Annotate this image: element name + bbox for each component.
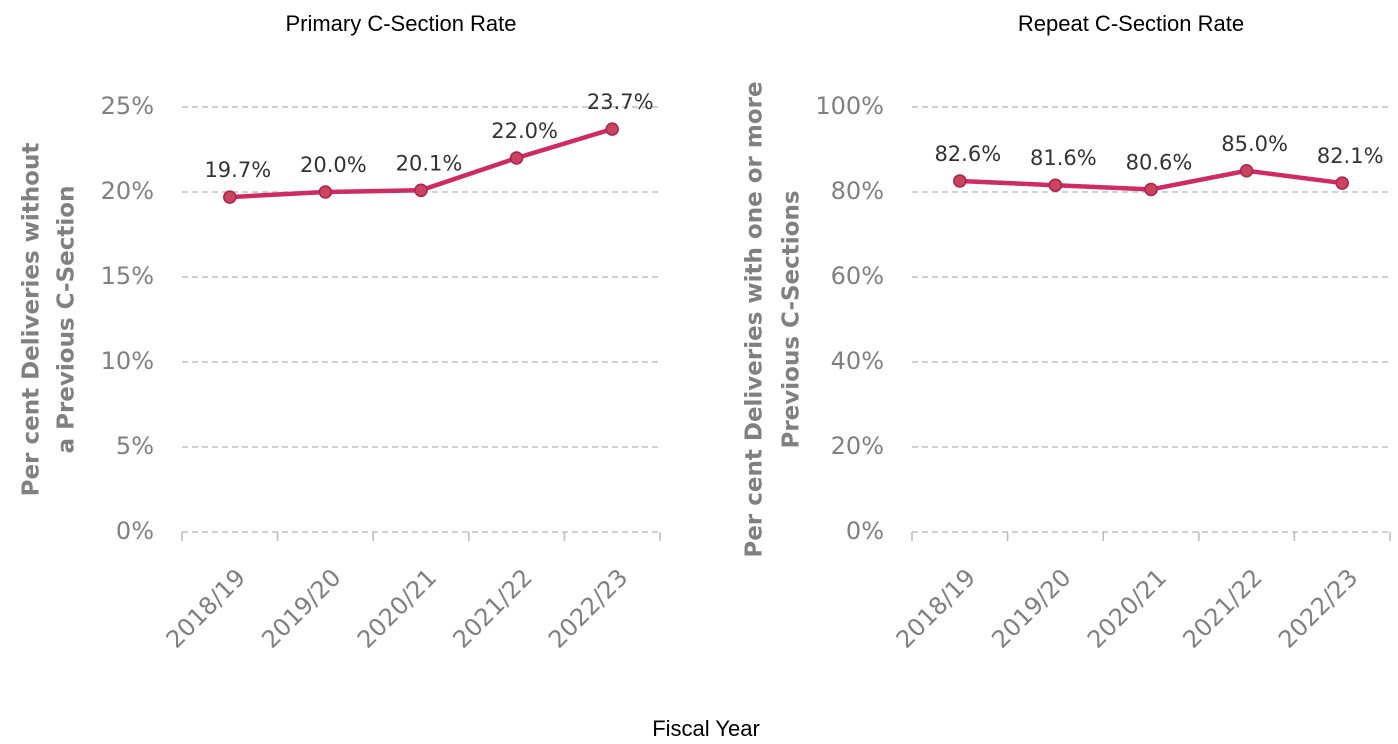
point (605, 122, 619, 136)
data-label: 20.1% (396, 151, 463, 175)
point (223, 190, 237, 204)
x-tick-label: 2021/22 (1177, 563, 1267, 653)
point (1144, 182, 1158, 197)
y-tick-label: 25% (101, 92, 154, 120)
y-axis-label: a Previous C-Section (54, 186, 80, 454)
x-tick-label: 2020/21 (1082, 563, 1172, 653)
x-axis-label: Fiscal Year (652, 716, 760, 741)
data-label: 82.6% (934, 142, 1001, 166)
y-tick-label: 0% (846, 517, 884, 545)
y-tick-label: 10% (101, 347, 154, 375)
point (1335, 176, 1349, 190)
y-tick-label: 60% (831, 262, 884, 290)
data-label: 22.0% (491, 119, 558, 143)
y-tick-label: 40% (831, 347, 884, 375)
y-tick-label: 0% (116, 517, 154, 545)
y-tick-label: 5% (116, 432, 154, 460)
chart-title: Primary C-Section Rate (285, 11, 516, 36)
x-tick-label: 2022/23 (543, 563, 633, 653)
point (414, 183, 428, 198)
y-tick-label: 100% (815, 92, 884, 120)
data-label: 19.7% (204, 158, 271, 182)
data-label: 23.7% (587, 90, 654, 114)
y-tick-label: 20% (831, 432, 884, 460)
point (1239, 164, 1254, 178)
y-tick-label: 20% (101, 177, 154, 205)
y-tick-label: 80% (831, 177, 884, 205)
y-tick-label: 15% (101, 262, 154, 290)
data-label: 81.6% (1030, 146, 1097, 170)
data-label: 82.1% (1317, 144, 1384, 168)
point (318, 185, 333, 199)
point (953, 174, 967, 188)
y-axis-label: Per cent Deliveries with one or more (742, 81, 768, 557)
point (1048, 178, 1063, 192)
chart-title: Repeat C-Section Rate (1018, 11, 1244, 36)
x-tick-label: 2018/19 (891, 563, 981, 653)
x-tick-label: 2019/20 (986, 563, 1076, 653)
y-axis-label: Per cent Deliveries without (19, 143, 45, 497)
x-tick-label: 2020/21 (352, 563, 442, 653)
data-label: 85.0% (1221, 132, 1288, 156)
y-axis-label: Previous C-Sections (779, 190, 805, 448)
data-label: 20.0% (300, 153, 367, 177)
x-tick-label: 2021/22 (447, 563, 537, 653)
x-tick-label: 2022/23 (1273, 563, 1363, 653)
point (509, 151, 524, 165)
data-label: 80.6% (1126, 150, 1193, 174)
x-tick-label: 2019/20 (256, 563, 346, 653)
x-tick-label: 2018/19 (161, 563, 251, 653)
